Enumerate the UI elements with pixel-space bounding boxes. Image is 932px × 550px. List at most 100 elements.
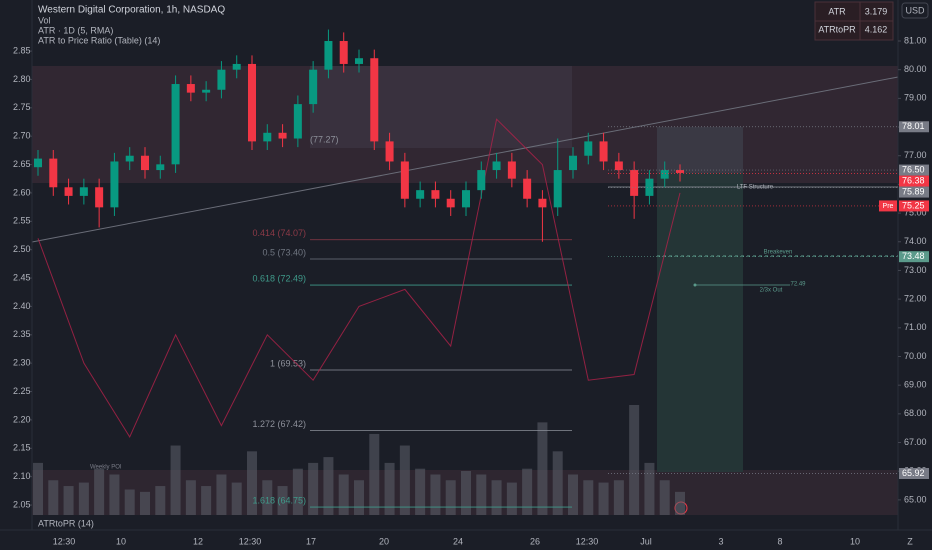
candle-body [614, 161, 623, 171]
y-tick-label: 71.00 [904, 322, 927, 332]
volume-bar [94, 468, 105, 515]
candle-body [477, 170, 486, 191]
time-axis [0, 530, 932, 550]
fib-label: 0.414 (74.07) [252, 228, 306, 238]
candle-body [523, 178, 532, 199]
y2-tick-label: 2.25 [13, 386, 31, 396]
candle-body [492, 161, 501, 171]
volume-bar [33, 462, 43, 515]
y2-tick-label: 2.80 [13, 74, 31, 84]
corner-label: Z [907, 536, 913, 546]
volume-bar [78, 482, 89, 515]
volume-bar [323, 457, 334, 515]
candle-body [324, 41, 333, 70]
candle-body [584, 141, 593, 156]
candle-body [660, 170, 669, 179]
volume-bar [63, 486, 74, 515]
candle-body [156, 164, 165, 171]
fib-box [310, 66, 572, 148]
y-tick-label: 77.00 [904, 150, 927, 160]
volume-bar [506, 482, 517, 515]
volume-bar [659, 480, 670, 515]
candle-body [355, 58, 363, 64]
x-tick-label: 24 [453, 536, 463, 546]
volume-bar [476, 474, 487, 515]
fib-label: 0.618 (72.49) [252, 273, 306, 283]
volume-bar [354, 480, 364, 515]
y-tick-label: 65.00 [904, 494, 927, 504]
y2-tick-label: 2.20 [13, 414, 31, 424]
volume-bar [644, 462, 655, 515]
y2-tick-label: 2.85 [13, 45, 31, 55]
volume-bar [231, 482, 242, 515]
candle-body [676, 170, 684, 173]
volume-bar [522, 468, 533, 515]
x-tick-label: 3 [718, 536, 723, 546]
volume-bar [308, 462, 319, 515]
candle-body [431, 190, 440, 199]
y-tick-label: 67.00 [904, 437, 927, 447]
price-tag-label: 73.48 [902, 251, 925, 261]
volume-bar [399, 445, 410, 515]
annotation: 2/3x Out [760, 288, 783, 294]
volume-bar [537, 422, 548, 515]
table-cell: 4.162 [865, 24, 888, 34]
fib-label: (77.27) [310, 134, 339, 144]
candle-body [599, 141, 608, 162]
candle-body [370, 58, 379, 142]
volume-bar [430, 474, 441, 515]
candle-body [64, 187, 73, 196]
candle-body [202, 89, 211, 93]
target-dot [693, 283, 697, 287]
price-tag-label: 75.25 [902, 200, 925, 210]
trendline [31, 76, 899, 243]
volume-bar [491, 480, 502, 515]
y-tick-label: 70.00 [904, 351, 927, 361]
price-tag [899, 175, 929, 187]
y-tick-label: 75.00 [904, 207, 927, 217]
price-tag [899, 251, 929, 263]
volume-bar [369, 433, 380, 515]
volume-bar [338, 474, 349, 515]
risk-box [657, 127, 743, 173]
y-tick-label: 72.00 [904, 294, 927, 304]
volume-bar [568, 474, 578, 515]
candle-body [507, 161, 516, 179]
price-tag [899, 200, 929, 212]
pre-tag [879, 200, 897, 212]
volume-bar [170, 445, 181, 515]
price-tag-label: 78.01 [902, 121, 925, 131]
candle-body [293, 104, 302, 139]
price-tag [899, 164, 929, 176]
x-tick-label: 20 [379, 536, 389, 546]
volume-bar [185, 480, 196, 515]
volume-bar [629, 405, 640, 515]
candle-body [645, 178, 654, 196]
x-tick-label: 10 [850, 536, 860, 546]
pre-label: Pre [883, 203, 894, 210]
volume-bar [598, 482, 609, 515]
candle-body [232, 63, 241, 70]
annotation: Weekly POI [90, 465, 122, 471]
candle-body [553, 170, 562, 208]
volume-bar [247, 451, 257, 515]
currency[interactable]: USD [905, 5, 925, 15]
volume-bar [675, 491, 685, 515]
fib-label: 1.272 (67.42) [252, 419, 306, 429]
y2-tick-label: 2.05 [13, 499, 31, 509]
currency-button[interactable] [901, 2, 929, 19]
volume-bar [216, 474, 227, 515]
table-cell: ATRtoPR [818, 24, 856, 34]
x-tick-label: 12:30 [53, 536, 76, 546]
volume-bar [140, 491, 150, 515]
price-tag-label: 76.38 [902, 175, 925, 185]
y-tick-label: 68.00 [904, 408, 927, 418]
y2-tick-label: 2.70 [13, 131, 31, 141]
candle-body [125, 155, 134, 162]
x-tick-label: Jul [640, 536, 652, 546]
volume-bar [109, 474, 120, 515]
legend-line: ATR to Price Ratio (Table) (14) [38, 35, 160, 45]
volume-bar [48, 480, 59, 515]
x-tick-label: 12:30 [239, 536, 262, 546]
x-tick-label: 10 [116, 536, 126, 546]
